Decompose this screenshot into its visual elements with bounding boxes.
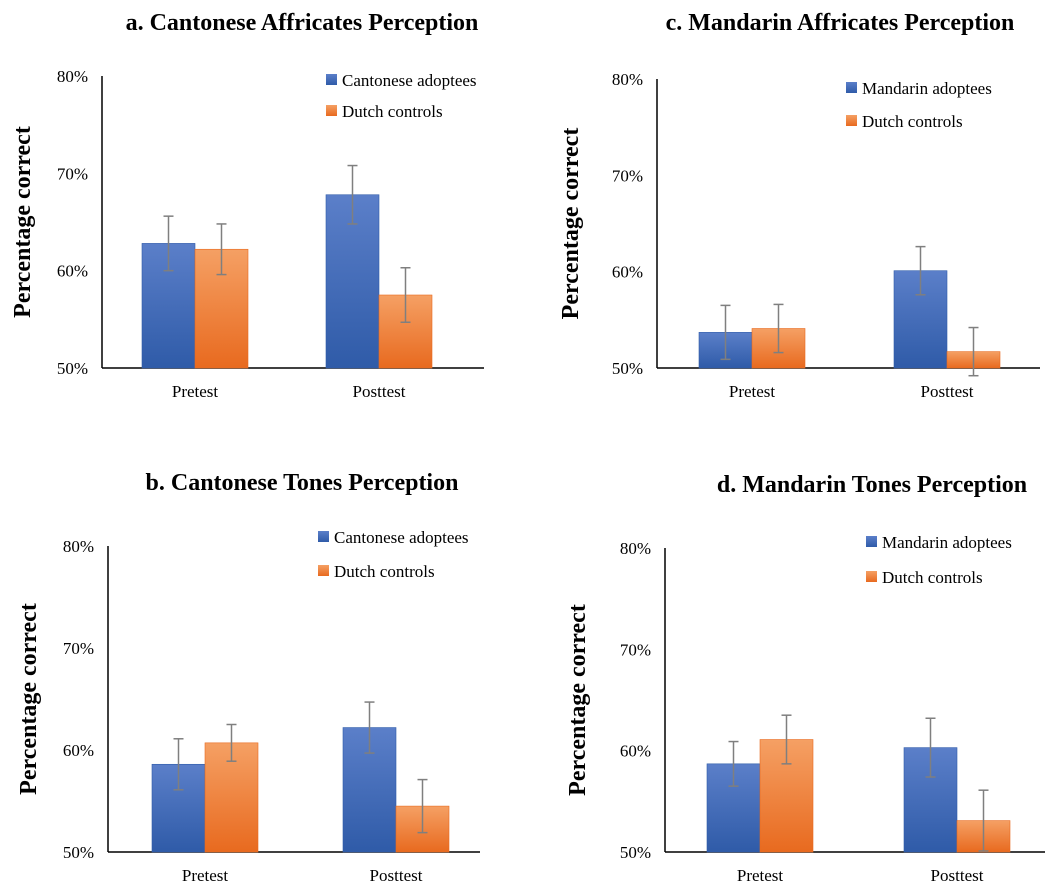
y-tick-label: 80% [620, 539, 651, 558]
x-tick-label: Pretest [737, 866, 784, 885]
y-tick-label: 80% [57, 67, 88, 86]
y-tick-label: 60% [620, 742, 651, 761]
x-tick-label: Posttest [370, 866, 423, 885]
y-tick-label: 70% [612, 166, 643, 185]
chart-panel-0: a. Cantonese Affricates Perception Percen… [10, 10, 484, 401]
y-tick-label: 50% [620, 843, 651, 862]
legend-swatch [326, 74, 337, 85]
x-tick-label: Pretest [729, 382, 776, 401]
y-tick-label: 70% [63, 639, 94, 658]
chart-title: d. Mandarin Tones Perception [717, 472, 1027, 498]
legend-label: Dutch controls [862, 112, 963, 131]
chart-title: b. Cantonese Tones Perception [146, 470, 459, 496]
y-axis-label: Percentage correct [565, 604, 591, 796]
y-axis-label: Percentage correct [10, 126, 36, 318]
chart-panel-2: b. Cantonese Tones Perception Percentage … [16, 470, 480, 885]
legend-label: Dutch controls [334, 562, 435, 581]
legend-label: Dutch controls [882, 568, 983, 587]
legend-swatch [318, 531, 329, 542]
legend-swatch [846, 115, 857, 126]
y-tick-label: 60% [612, 263, 643, 282]
legend-swatch [846, 82, 857, 93]
chart-panel-1: c. Mandarin Affricates Perception Percent… [558, 10, 1040, 401]
y-tick-label: 80% [63, 537, 94, 556]
legend-label: Cantonese adoptees [342, 71, 477, 90]
legend-label: Mandarin adoptees [862, 79, 992, 98]
y-tick-label: 50% [612, 359, 643, 378]
legend-label: Mandarin adoptees [882, 533, 1012, 552]
legend-swatch [866, 571, 877, 582]
bar-controls-pretest [194, 248, 249, 369]
legend-swatch [318, 565, 329, 576]
chart-panel-3: d. Mandarin Tones Perception Percentage c… [565, 472, 1045, 885]
y-tick-label: 70% [620, 640, 651, 659]
x-tick-label: Pretest [182, 866, 229, 885]
x-tick-label: Pretest [172, 382, 219, 401]
y-axis-label: Percentage correct [16, 603, 42, 795]
chart-title: a. Cantonese Affricates Perception [126, 10, 479, 36]
y-tick-label: 60% [57, 262, 88, 281]
legend-swatch [866, 536, 877, 547]
chart-title: c. Mandarin Affricates Perception [666, 10, 1015, 36]
x-tick-label: Posttest [353, 382, 406, 401]
y-tick-label: 50% [63, 843, 94, 862]
legend-swatch [326, 105, 337, 116]
y-tick-label: 60% [63, 741, 94, 760]
y-tick-label: 50% [57, 359, 88, 378]
legend-label: Cantonese adoptees [334, 528, 469, 547]
y-tick-label: 80% [612, 70, 643, 89]
y-axis-label: Percentage correct [558, 128, 584, 320]
x-tick-label: Posttest [931, 866, 984, 885]
legend-label: Dutch controls [342, 102, 443, 121]
y-tick-label: 70% [57, 164, 88, 183]
x-tick-label: Posttest [921, 382, 974, 401]
